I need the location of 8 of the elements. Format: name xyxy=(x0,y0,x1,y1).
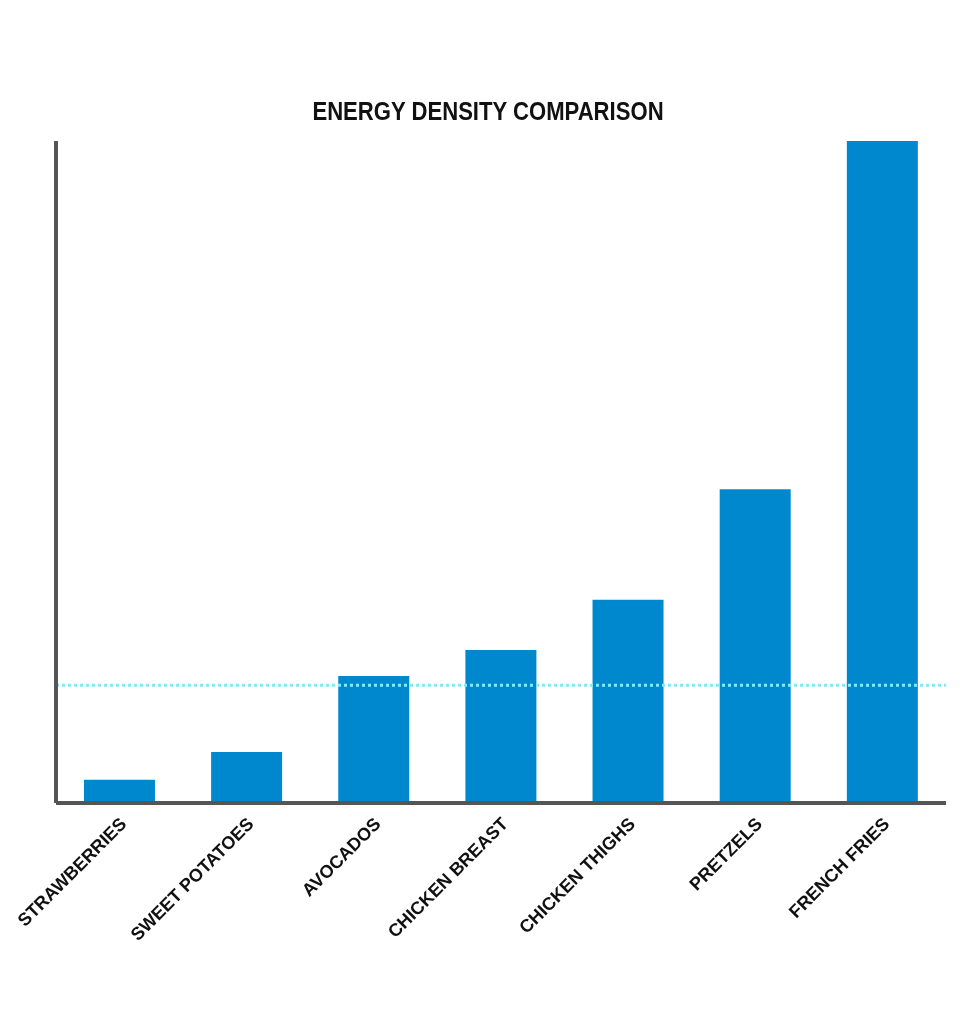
bar xyxy=(338,675,410,803)
bar xyxy=(592,599,664,803)
bar xyxy=(719,489,791,803)
bar xyxy=(465,650,537,803)
chart-title: ENERGY DENSITY COMPARISON xyxy=(311,96,665,127)
bar xyxy=(83,779,155,803)
bar xyxy=(846,141,918,803)
bar xyxy=(211,752,283,803)
